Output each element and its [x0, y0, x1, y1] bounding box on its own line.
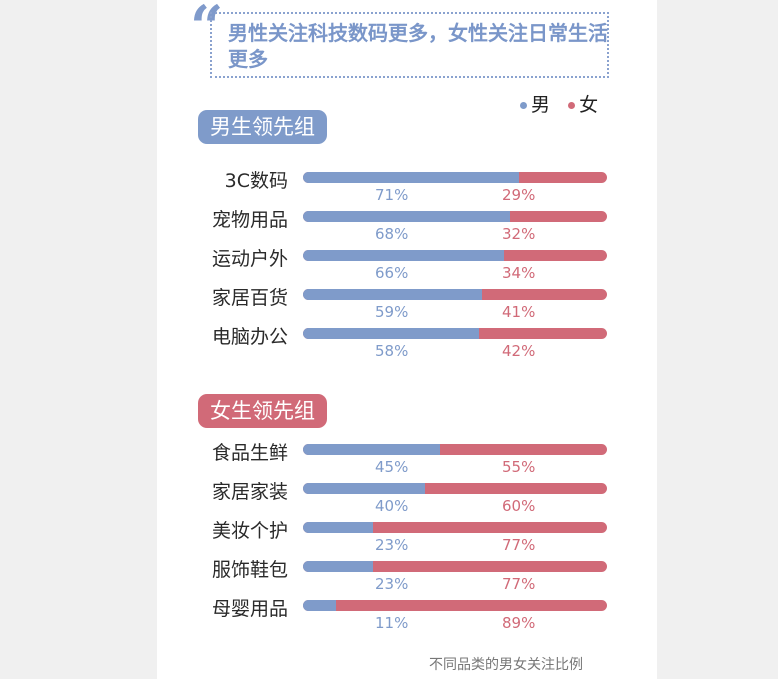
legend-label-male: 男: [531, 94, 551, 116]
category-label: 3C数码: [224, 170, 288, 192]
category-label: 食品生鲜: [211, 442, 288, 464]
male-bar: [303, 444, 440, 455]
female-leading-group-badge: 女生领先组: [198, 394, 327, 428]
male-bar: [303, 561, 373, 572]
male-percent-label: 11%: [375, 614, 409, 632]
legend-label-female: 女: [579, 94, 599, 116]
female-percent-label: 77%: [502, 536, 536, 554]
category-label: 家居百货: [211, 287, 288, 309]
female-percent-label: 34%: [502, 264, 536, 282]
female-percent-label: 32%: [502, 225, 536, 243]
male-percent-label: 71%: [375, 186, 409, 204]
male-leading-group-badge: 男生领先组: [198, 110, 327, 144]
female-percent-label: 42%: [502, 342, 536, 360]
female-percent-label: 77%: [502, 575, 536, 593]
legend-dot-female: [568, 102, 576, 109]
female-bar: [303, 172, 607, 183]
male-percent-label: 58%: [375, 342, 409, 360]
category-label: 美妆个护: [211, 520, 288, 542]
legend-dot-male: [520, 102, 527, 109]
male-bar: [303, 483, 425, 494]
female-bar: [303, 289, 607, 300]
male-bar: [303, 172, 519, 183]
male-bar: [303, 522, 373, 533]
chart-title: 男性关注科技数码更多，女性关注日常生活更多: [228, 21, 608, 71]
male-bar: [303, 211, 510, 222]
female-percent-label: 41%: [502, 303, 536, 321]
male-percent-label: 23%: [375, 536, 409, 554]
female-bar: [303, 328, 607, 339]
legend: 男 女: [520, 90, 610, 117]
category-label: 服饰鞋包: [211, 559, 288, 581]
category-label: 母婴用品: [211, 598, 288, 620]
male-percent-label: 68%: [375, 225, 409, 243]
female-percent-label: 89%: [502, 614, 536, 632]
female-bar: [303, 444, 607, 455]
female-percent-label: 29%: [502, 186, 536, 204]
male-percent-label: 59%: [375, 303, 409, 321]
legend-item-female: 女: [568, 90, 598, 117]
male-bar: [303, 250, 504, 261]
category-label: 电脑办公: [211, 326, 288, 348]
male-bar: [303, 328, 480, 339]
title-frame: [210, 12, 609, 78]
footnote: 不同品类的男女关注比例: [429, 657, 583, 673]
female-bar: [303, 600, 607, 611]
female-bar: [303, 211, 607, 222]
quote-mark-icon: “: [190, 0, 224, 61]
male-percent-label: 23%: [375, 575, 409, 593]
male-percent-label: 66%: [375, 264, 409, 282]
female-bar: [303, 483, 607, 494]
male-percent-label: 45%: [375, 458, 409, 476]
male-bar: [303, 600, 337, 611]
female-bar: [303, 561, 607, 572]
male-bar: [303, 289, 483, 300]
female-percent-label: 55%: [502, 458, 536, 476]
category-label: 家居家装: [211, 481, 288, 503]
male-percent-label: 40%: [375, 497, 409, 515]
category-label: 运动户外: [211, 248, 288, 270]
legend-item-male: 男: [520, 90, 550, 117]
female-percent-label: 60%: [502, 497, 536, 515]
female-bar: [303, 522, 607, 533]
female-bar: [303, 250, 607, 261]
category-label: 宠物用品: [211, 209, 288, 231]
